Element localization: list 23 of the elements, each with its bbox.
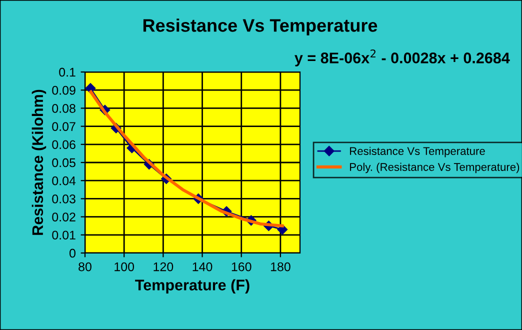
y-tick-label: 0.08 [52,104,76,113]
y-tick-label: 0.04 [52,176,76,186]
y-tick-label: 0 [70,248,76,258]
x-tick-label: 80 [78,262,92,272]
y-tick-label: 0.05 [52,158,76,168]
y-tick-label: 0.02 [52,212,76,222]
x-tick-label: 100 [114,262,134,272]
x-tick-label: 140 [192,262,212,272]
x-tick-label: 180 [270,262,290,272]
text: y = 8E-06x$^{2}$ - 0.0028x + 0.2684 [294,49,510,66]
x-axis-title: Temperature (F) [135,279,250,294]
x-tick-label: 160 [232,262,252,272]
legend-label: Resistance Vs Temperature [350,146,485,158]
y-tick-label: 0.09 [52,86,76,95]
y-axis-title: Resistance (Kilohm) [32,90,46,235]
y-tick-label: 0.07 [52,122,76,131]
legend-label: Poly. (Resistance Vs Temperature) [350,162,520,174]
y-tick-label: 0.1 [59,68,76,77]
y-tick-label: 0.06 [52,140,76,150]
y-tick-label: 0.03 [52,194,76,204]
x-tick-label: 120 [154,262,174,272]
chart-title: Resistance Vs Temperature [143,18,378,36]
y-tick-label: 0.01 [52,230,76,240]
